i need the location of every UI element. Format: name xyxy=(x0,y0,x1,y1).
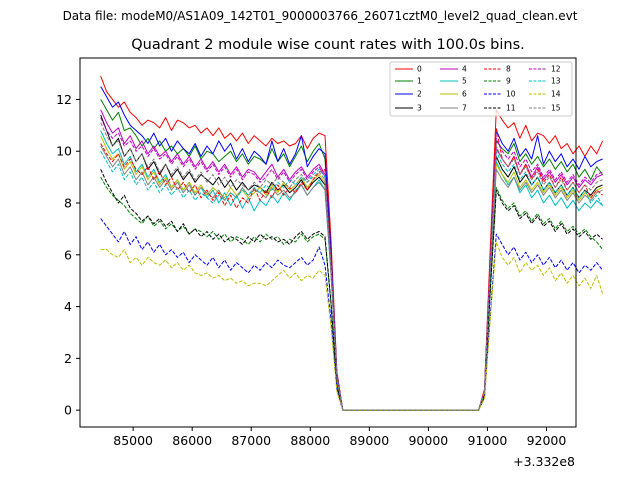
x-axis-offset-label: +3.332e8 xyxy=(513,454,575,469)
y-axis-ticks: 0 2 4 6 8 10 12 xyxy=(56,92,80,418)
legend-label-13: 13 xyxy=(551,77,561,86)
y-tick-label: 10 xyxy=(56,144,72,159)
chart-title: Quadrant 2 module wise count rates with … xyxy=(131,37,525,53)
y-tick-label: 4 xyxy=(64,299,72,314)
legend-label-10: 10 xyxy=(506,90,516,99)
legend-label-14: 14 xyxy=(551,90,561,99)
series-line-15 xyxy=(100,122,603,411)
x-tick-label: 88000 xyxy=(290,433,330,448)
legend-label-1: 1 xyxy=(417,77,422,86)
x-tick-label: 87000 xyxy=(231,433,271,448)
legend-label-6: 6 xyxy=(462,90,467,99)
y-tick-label: 0 xyxy=(64,403,72,418)
x-axis-ticks: 85000 86000 87000 88000 89000 90000 91000 92000 xyxy=(113,427,566,448)
y-tick-label: 6 xyxy=(64,247,72,262)
x-tick-label: 91000 xyxy=(468,433,508,448)
legend-label-8: 8 xyxy=(506,65,511,74)
series-line-10 xyxy=(100,218,603,411)
plot-area-frame xyxy=(79,57,577,428)
series-line-14 xyxy=(100,241,604,411)
legend-label-9: 9 xyxy=(506,77,511,86)
y-tick-label: 2 xyxy=(64,351,72,366)
x-tick-label: 86000 xyxy=(172,433,212,448)
legend-frame xyxy=(389,61,573,117)
legend-label-3: 3 xyxy=(417,104,422,113)
x-tick-label: 92000 xyxy=(527,433,567,448)
legend-label-0: 0 xyxy=(417,65,422,74)
legend-label-12: 12 xyxy=(551,65,561,74)
x-tick-label: 89000 xyxy=(349,433,389,448)
figure-suptitle: Data file: modeM0/AS1A09_142T01_90000037… xyxy=(63,9,578,23)
y-tick-label: 8 xyxy=(64,196,72,211)
plot-lines xyxy=(100,75,604,411)
legend-label-5: 5 xyxy=(462,77,467,86)
legend-label-11: 11 xyxy=(506,104,516,113)
legend-label-2: 2 xyxy=(417,90,422,99)
y-tick-label: 12 xyxy=(56,92,72,107)
legend-label-15: 15 xyxy=(551,104,561,113)
legend-label-4: 4 xyxy=(462,65,467,74)
x-tick-label: 85000 xyxy=(113,433,153,448)
x-tick-label: 90000 xyxy=(408,433,448,448)
legend-label-7: 7 xyxy=(462,104,467,113)
